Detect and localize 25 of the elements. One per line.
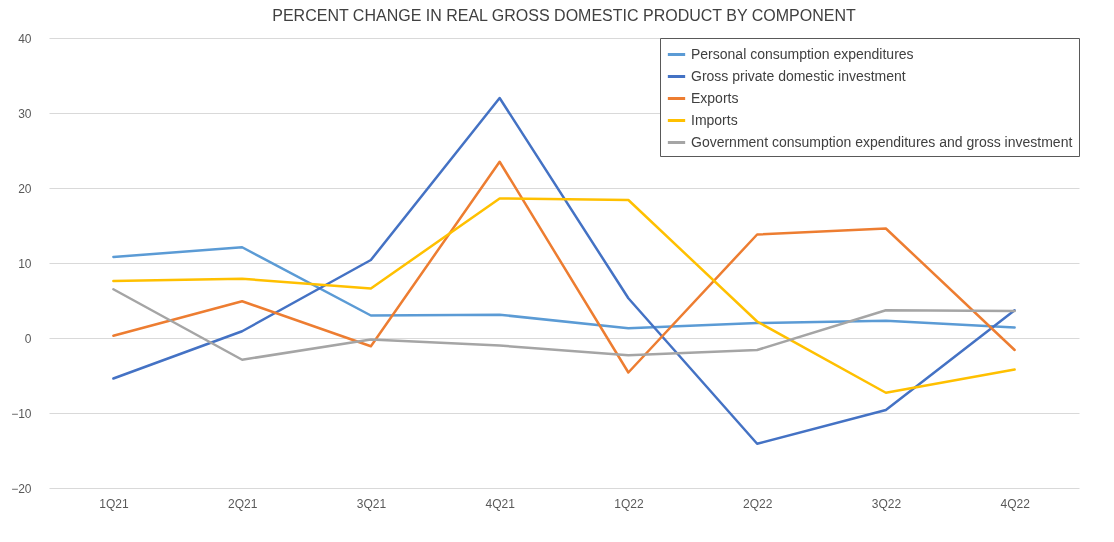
y-tick-label: 40: [18, 31, 32, 46]
x-tick-label: 4Q21: [485, 496, 516, 511]
legend-label: Gross private domestic investment: [691, 67, 906, 84]
line-series: [112, 246, 1016, 330]
line-series: [112, 288, 1016, 361]
x-tick-label: 2Q22: [742, 496, 773, 511]
legend-label: Exports: [691, 89, 739, 106]
y-tick-label: 0: [24, 331, 32, 346]
x-tick-label: 2Q21: [227, 496, 258, 511]
y-tick-label: −20: [11, 481, 32, 496]
chart-title: PERCENT CHANGE IN REAL GROSS DOMESTIC PRODUCT BY COMPONENT: [272, 7, 856, 24]
y-tick-label: 30: [18, 106, 32, 121]
y-tick-label: −10: [11, 406, 32, 421]
line-series: [112, 160, 1016, 374]
y-tick-label: 20: [18, 181, 32, 196]
x-tick-label: 3Q21: [356, 496, 387, 511]
legend-label: Personal consumption expenditures: [691, 45, 914, 62]
line-series: [112, 197, 1016, 394]
y-tick-label: 10: [18, 256, 32, 271]
x-tick-label: 1Q22: [614, 496, 644, 511]
x-tick-label: 4Q22: [1000, 496, 1031, 511]
x-tick-label: 1Q21: [99, 496, 129, 511]
legend-label: Government consumption expenditures and gross investment: [691, 133, 1073, 150]
x-tick-label: 3Q22: [871, 496, 902, 511]
legend-label: Imports: [691, 111, 738, 128]
